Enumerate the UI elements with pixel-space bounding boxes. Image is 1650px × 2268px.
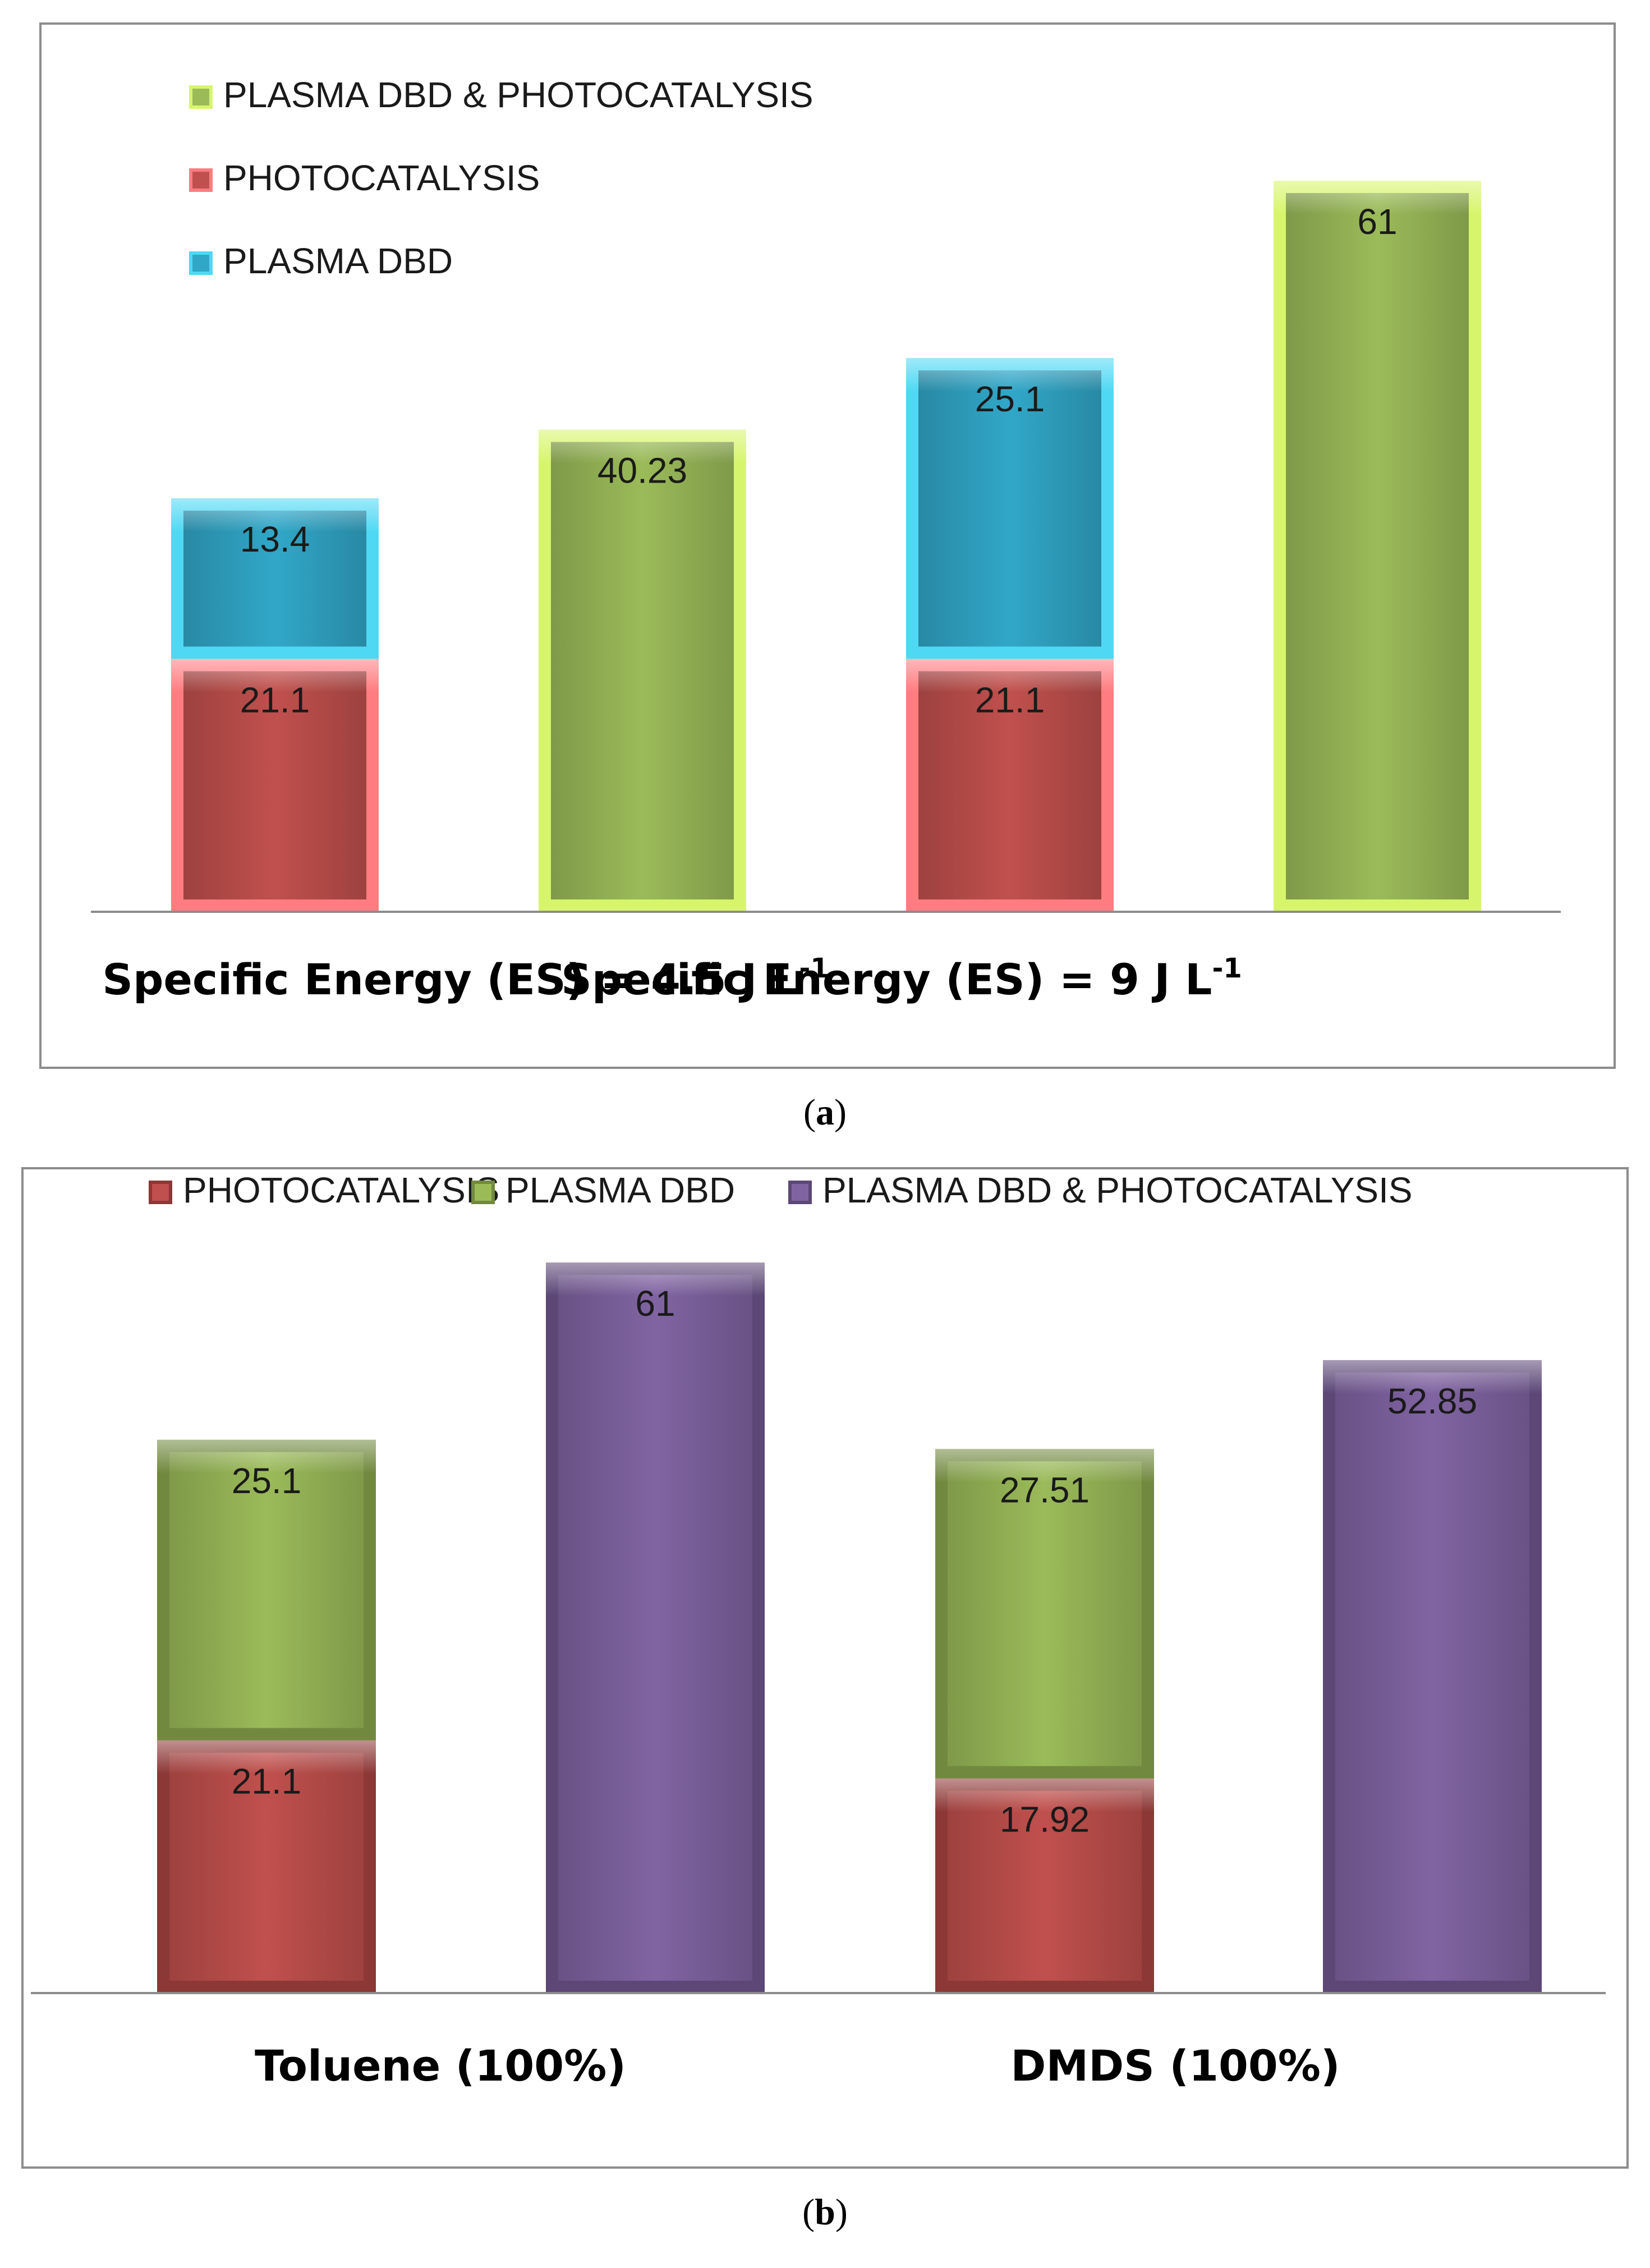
bar-plasma-dbd-2-shade (948, 1461, 1142, 1766)
bar-plasma-dbd-and-photocatalysis-3-highlight (1323, 1360, 1542, 1394)
caption-a: (a) (803, 1092, 847, 1133)
bar-plasma-dbd-2-highlight (935, 1449, 1154, 1483)
data-label-plasma-dbd-and-photocatalysis-1: 40.23 (598, 451, 687, 491)
category-label-0: Toluene (100%) (255, 2041, 626, 2091)
bar-plasma-dbd-0-shade (183, 511, 366, 647)
legend-swatch-plasma-dbd (471, 1181, 495, 1204)
bar-photocatalysis-0-highlight (171, 659, 379, 693)
bar-plasma-dbd-and-photocatalysis-3-shade (1335, 1372, 1529, 1981)
data-label-photocatalysis-2: 17.92 (1000, 1799, 1090, 1840)
bar-plasma-dbd-0-highlight (171, 498, 379, 532)
bar-plasma-dbd-and-photocatalysis-1-shade (558, 1275, 752, 1981)
bar-plasma-dbd-2-highlight (906, 358, 1114, 392)
legend-label-plasma-dbd: PLASMA DBD (505, 1170, 735, 1210)
category-label-0: Specific Energy (ES) = 4.5 J L-1 (102, 953, 829, 1004)
bar-photocatalysis-2-highlight (906, 659, 1114, 693)
data-label-plasma-dbd-2: 27.51 (1000, 1470, 1090, 1510)
legend-label-photocatalysis: PHOTOCATALYSIS (183, 1170, 499, 1210)
bar-plasma-dbd-0-highlight (157, 1439, 376, 1473)
bar-plasma-dbd-and-photocatalysis-1-shade (551, 442, 734, 899)
bar-plasma-dbd-and-photocatalysis-1-highlight (539, 429, 746, 463)
bar-photocatalysis-0-shade (169, 1752, 364, 1981)
data-label-photocatalysis-0: 21.1 (232, 1761, 302, 1802)
legend-label-plasma-dbd: PLASMA DBD (223, 241, 453, 281)
bar-plasma-dbd-and-photocatalysis-1-highlight (546, 1262, 765, 1296)
chart-a: 21.1 13.4 40.23 21.1 25.1 61 Specific Energy (… (91, 75, 1561, 1004)
legend-swatch-photocatalysis (149, 1181, 172, 1204)
data-label-plasma-dbd-and-photocatalysis-1: 61 (635, 1283, 675, 1324)
bar-photocatalysis-2-shade (948, 1790, 1142, 1981)
data-label-plasma-dbd-and-photocatalysis-3: 61 (1357, 201, 1397, 242)
legend-swatch-plasma-dbd-and-photocatalysis (189, 85, 213, 109)
bar-photocatalysis-0-shade (183, 671, 366, 899)
data-label-plasma-dbd-0: 13.4 (240, 519, 310, 559)
data-label-plasma-dbd-2: 25.1 (975, 379, 1045, 419)
data-label-photocatalysis-0: 21.1 (240, 680, 310, 720)
legend-swatch-plasma-dbd-and-photocatalysis (788, 1181, 812, 1204)
category-label-1: DMDS (100%) (1010, 2041, 1340, 2091)
category-label-1: Specific Energy (ES) = 9 J L-1 (561, 953, 1242, 1004)
legend-label-plasma-dbd-and-photocatalysis: PLASMA DBD & PHOTOCATALYSIS (223, 75, 813, 115)
legend-label-photocatalysis: PHOTOCATALYSIS (223, 158, 540, 198)
chart-b: 21.1 25.1 61 17.92 27.51 52.85 Toluene (100%) D… (31, 1170, 1606, 2091)
legend-swatch-photocatalysis (189, 168, 213, 192)
bar-plasma-dbd-and-photocatalysis-3-shade (1286, 193, 1469, 899)
data-label-photocatalysis-2: 21.1 (975, 680, 1045, 720)
legend-label-plasma-dbd-and-photocatalysis: PLASMA DBD & PHOTOCATALYSIS (822, 1170, 1413, 1210)
caption-b-label: b (815, 2192, 835, 2233)
bar-plasma-dbd-0-shade (169, 1452, 364, 1728)
category-superscript-0: -1 (799, 953, 829, 984)
bar-plasma-dbd-and-photocatalysis-3-highlight (1274, 181, 1481, 214)
caption-b: (b) (802, 2192, 848, 2233)
bar-plasma-dbd-2-shade (918, 370, 1101, 647)
category-superscript-1: -1 (1212, 953, 1242, 984)
data-label-plasma-dbd-0: 25.1 (232, 1461, 302, 1501)
legend-swatch-plasma-dbd (189, 251, 213, 275)
caption-a-label: a (816, 1092, 834, 1133)
bar-photocatalysis-2-shade (918, 671, 1101, 899)
bar-photocatalysis-2-highlight (935, 1778, 1154, 1812)
bar-photocatalysis-0-highlight (157, 1740, 376, 1774)
data-label-plasma-dbd-and-photocatalysis-3: 52.85 (1387, 1381, 1477, 1421)
